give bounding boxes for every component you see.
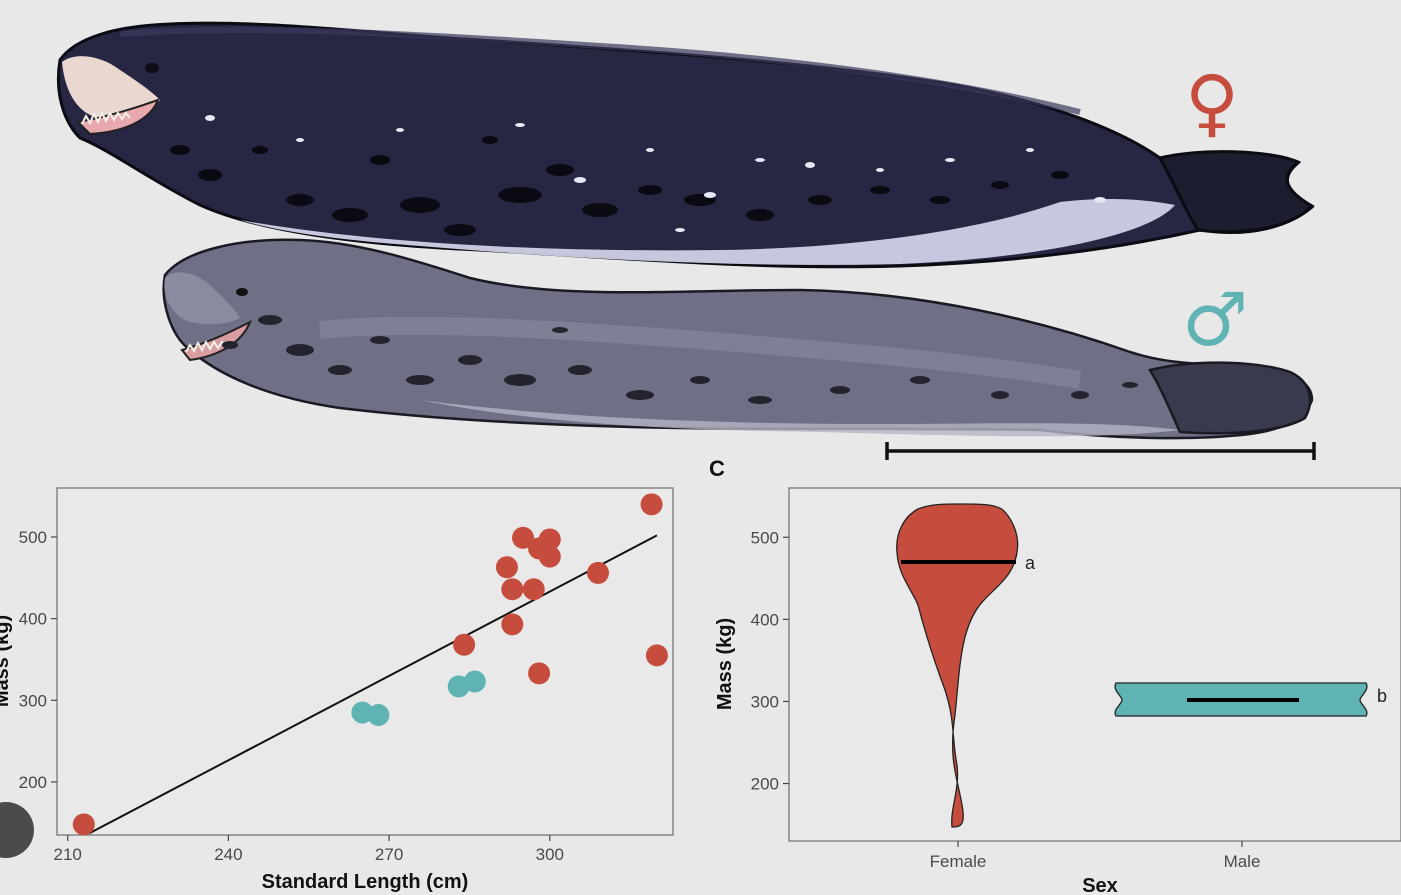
female-seal-belly [240, 198, 1175, 265]
violin-x-tick-label-male: Male [1224, 852, 1261, 871]
scatter-panel: 200 300 400 500 210 240 270 300 Standard Lengt… [0, 487, 674, 893]
male-symbol: ♂ [1182, 277, 1248, 363]
scatter-point-female-11 [587, 561, 610, 584]
female-seal-spots [170, 136, 1069, 236]
female-seal-flipper [1157, 150, 1315, 234]
scatter-x-tick-label-3: 300 [536, 845, 564, 864]
female-seal-teeth [81, 110, 131, 126]
male-seal-teeth [185, 339, 227, 353]
violin-y-tick-label-0: 200 [751, 775, 779, 794]
scale-bar [885, 442, 1316, 460]
violin-female [896, 503, 1019, 828]
scatter-point-female-1 [453, 633, 476, 656]
violin-y-tick-label-2: 400 [751, 610, 779, 629]
scatter-points [72, 493, 668, 836]
panel-label-c: C [709, 456, 725, 481]
scatter-x-tick-label-1: 240 [214, 845, 242, 864]
female-seal-illustration [56, 21, 1315, 269]
male-seal-illustration [162, 238, 1314, 440]
violin-male-significance: b [1377, 686, 1387, 706]
scatter-point-female-3 [501, 578, 524, 601]
violin-y-axis-title: Mass (kg) [714, 618, 736, 710]
scatter-y-tick-label-1: 300 [19, 691, 47, 710]
female-seal-back-highlight [119, 26, 1081, 115]
scatter-point-female-2 [495, 556, 518, 579]
violin-plot-area [788, 487, 1401, 842]
scatter-point-male-3 [463, 670, 486, 693]
violin-y-axis: 200 300 400 500 [751, 528, 789, 794]
male-seal-flipper [1148, 361, 1312, 435]
female-seal-eye [145, 63, 159, 73]
scatter-y-axis-title: Mass (kg) [0, 615, 13, 707]
scatter-point-female-10 [538, 545, 561, 568]
violin-female-significance: a [1025, 553, 1036, 573]
male-seal-shading [319, 316, 1082, 389]
scatter-plot-area [56, 487, 674, 836]
scatter-point-male-1 [367, 703, 390, 726]
female-seal-muzzle [62, 56, 160, 118]
scatter-point-female-4 [501, 613, 524, 636]
scatter-point-male-0 [351, 701, 374, 724]
scatter-point-female-9 [538, 528, 561, 551]
violin-y-tick-label-3: 500 [751, 528, 779, 547]
male-seal-spots [222, 315, 1138, 404]
male-seal-muzzle [164, 272, 240, 325]
male-seal-belly [420, 400, 1180, 437]
violin-x-tick-label-female: Female [930, 852, 987, 871]
male-seal-mouth [180, 319, 252, 362]
scatter-point-female-12 [640, 493, 663, 516]
violin-y-tick-label-1: 300 [751, 692, 779, 711]
scatter-x-tick-label-0: 210 [54, 845, 82, 864]
scatter-x-axis: 210 240 270 300 [54, 835, 564, 864]
violin-x-axis-title: Sex [1082, 875, 1118, 895]
scatter-point-female-8 [528, 662, 551, 685]
violin-panel: C 200 300 400 500 Female Male a b Sex Mass (… [709, 456, 1401, 895]
male-seal-eye [236, 288, 248, 296]
scatter-point-female-6 [522, 578, 545, 601]
regression-line [88, 534, 658, 835]
scatter-x-tick-label-2: 270 [375, 845, 403, 864]
female-seal-light-spots [205, 115, 1106, 232]
regression-line-group [88, 534, 658, 835]
scatter-y-tick-label-0: 200 [19, 773, 47, 792]
scatter-point-female-5 [512, 526, 535, 549]
female-symbol: ♀ [1185, 60, 1239, 146]
scatter-y-tick-label-2: 400 [19, 610, 47, 629]
scatter-y-tick-label-3: 500 [19, 528, 47, 547]
violin-x-axis: Female Male [930, 841, 1261, 871]
scatter-point-female-0 [72, 813, 95, 836]
scatter-x-axis-title: Standard Length (cm) [262, 871, 469, 893]
scatter-y-axis: 200 300 400 500 [19, 528, 57, 792]
scatter-point-female-13 [645, 644, 668, 667]
